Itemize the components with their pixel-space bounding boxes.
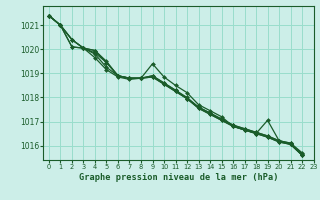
X-axis label: Graphe pression niveau de la mer (hPa): Graphe pression niveau de la mer (hPa) (79, 173, 278, 182)
